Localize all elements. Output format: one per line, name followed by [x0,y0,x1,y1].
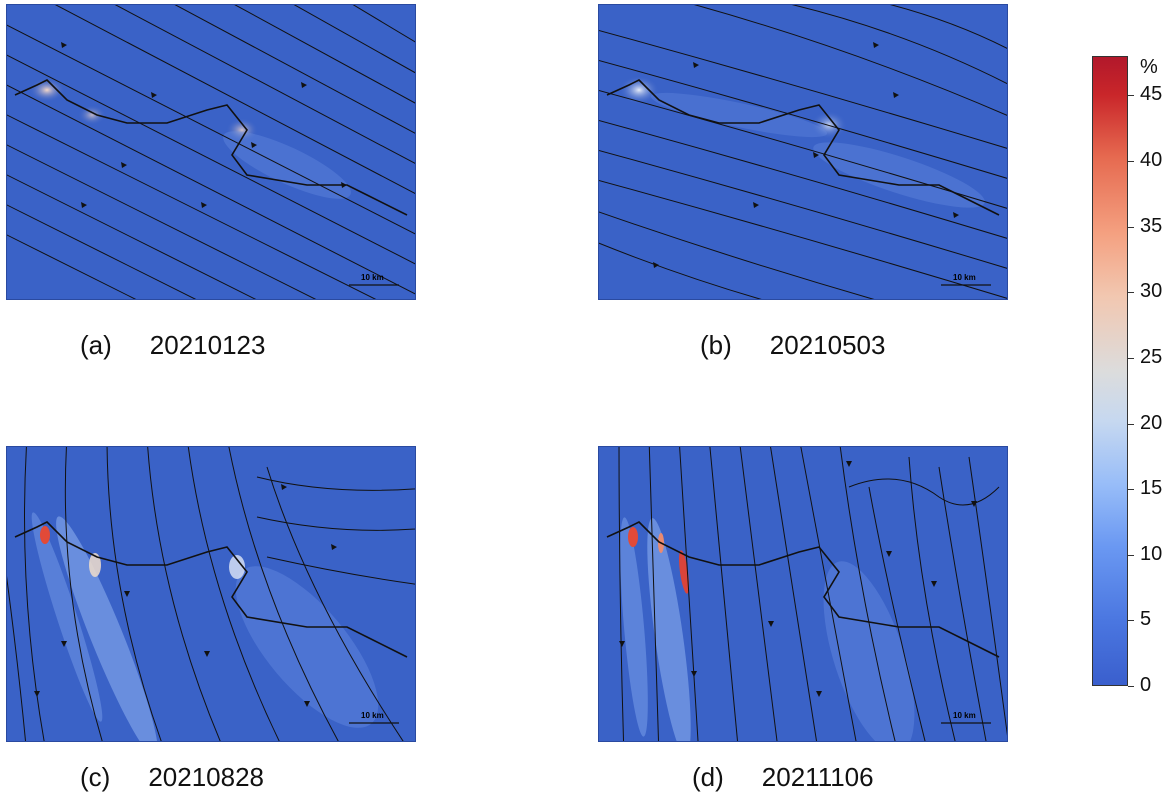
colorbar-tick-label: 35 [1140,214,1163,237]
arrowheads [34,484,337,707]
streamline-map-c: 10 km [7,447,415,741]
panel-date: 20210123 [149,330,266,360]
streamlines [7,5,415,299]
streamline-map-d: 10 km [606,447,1007,741]
colorbar-tick-mark [1128,554,1134,556]
colorbar-tick-mark [1128,226,1134,228]
arrowheads [653,42,959,268]
colorbar-tick-mark [1128,686,1134,687]
coastline [606,79,1000,216]
colorbar-tick-label: 45 [1140,83,1163,106]
panel-date: 20211106 [761,762,874,792]
caption-a: (a) 20210123 [80,330,265,361]
colorbar-tick-label: 0 [1140,674,1152,696]
caption-b: (b) 20210503 [700,330,885,361]
map-panel-b: 10 km [598,4,1008,300]
svg-text:10 km: 10 km [361,711,384,720]
colorbar [1092,56,1128,686]
coastline [14,521,408,658]
colorbar-tick-mark [1128,423,1134,425]
map-panel-c: 10 km [6,446,416,742]
streamline-map-a: 10 km [7,5,415,299]
colorbar-tick-label: 25 [1140,345,1163,368]
arrowheads [61,42,347,208]
map-panel-a: 10 km [6,4,416,300]
panel-date: 20210828 [148,762,265,792]
panel-date: 20210503 [769,330,886,360]
scale-bar: 10 km [349,273,399,286]
streamlines [599,5,1007,299]
colorbar-tick-label: 20 [1140,411,1163,434]
scale-bar: 10 km [349,711,399,724]
colorbar-tick-label: 40 [1140,149,1163,171]
svg-text:10 km: 10 km [953,711,976,720]
colorbar-tick-mark [1128,161,1134,162]
panel-letter: (d) [692,762,724,792]
streamline-map-b: 10 km [599,5,1007,299]
colorbar-tick-mark [1128,357,1134,359]
coastline [14,79,408,216]
svg-text:10 km: 10 km [361,273,384,282]
streamlines [7,447,415,741]
arrowheads [619,461,977,697]
colorbar-tick-label: 15 [1140,477,1163,500]
scale-bar: 10 km [941,273,991,286]
colorbar-tick-mark [1128,292,1134,294]
streamlines [618,447,1007,741]
caption-c: (c) 20210828 [80,762,264,793]
colorbar-unit: % [1140,56,1158,78]
colorbar-tick-mark [1128,95,1134,97]
panel-letter: (b) [700,330,732,360]
colorbar-tick-mark [1128,489,1134,491]
panel-letter: (a) [80,330,112,360]
colorbar-tick-label: 10 [1140,542,1163,565]
coastline [606,521,1000,658]
svg-text:10 km: 10 km [953,273,976,282]
scale-bar: 10 km [941,711,991,724]
caption-d: (d) 20211106 [692,762,874,793]
panel-letter: (c) [80,762,111,792]
colorbar-tick-mark [1128,620,1134,622]
map-panel-d: 10 km [598,446,1008,742]
colorbar-tick-label: 30 [1140,280,1163,303]
colorbar-tick-label: 5 [1140,608,1152,631]
